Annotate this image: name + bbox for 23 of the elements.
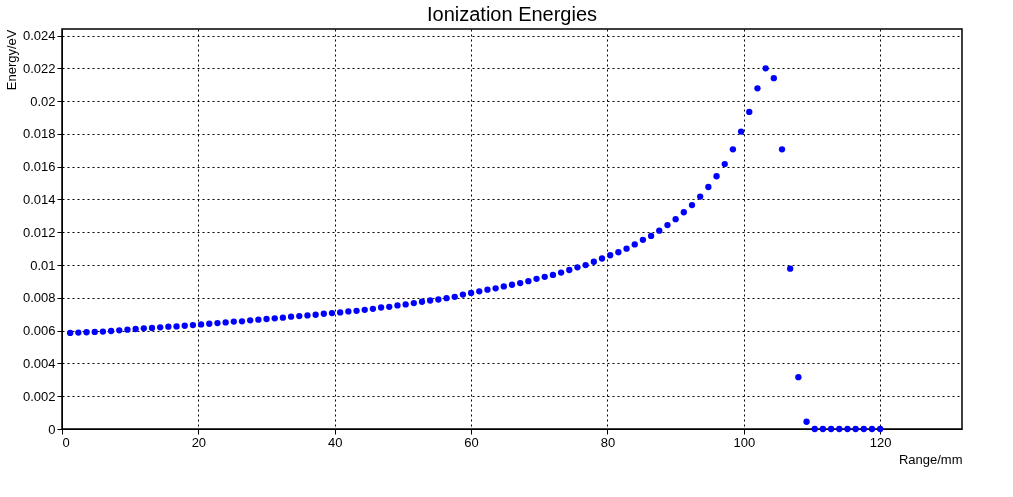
y-tick-label: 0.002	[22, 388, 56, 404]
y-tick-label: 0.02	[30, 93, 56, 109]
x-tick-label: 0	[62, 434, 70, 450]
y-tick-label: 0.018	[22, 126, 56, 142]
y-tick-label: 0.024	[22, 28, 56, 44]
chart-title: Ionization Energies	[426, 3, 598, 25]
x-tick-label: 120	[869, 434, 892, 450]
y-tick-label: 0.004	[22, 355, 56, 371]
y-tick-label: 0	[48, 421, 56, 437]
y-tick-label: 0.022	[22, 60, 56, 76]
x-tick-label: 40	[327, 434, 343, 450]
y-tick-label: 0.012	[22, 224, 56, 240]
x-tick-label: 60	[464, 434, 479, 450]
y-tick-label: 0.008	[22, 290, 56, 306]
y-axis-title: Energy/eV	[3, 29, 19, 91]
y-tick-label: 0.01	[30, 257, 56, 273]
x-tick-label: 80	[600, 434, 616, 450]
x-tick-label: 100	[733, 434, 756, 450]
x-axis-title: Range/mm	[898, 451, 963, 467]
y-tick-label: 0.014	[22, 191, 56, 207]
y-tick-label: 0.006	[22, 323, 56, 339]
y-tick-label: 0.016	[22, 159, 56, 175]
x-tick-label: 20	[191, 434, 207, 450]
